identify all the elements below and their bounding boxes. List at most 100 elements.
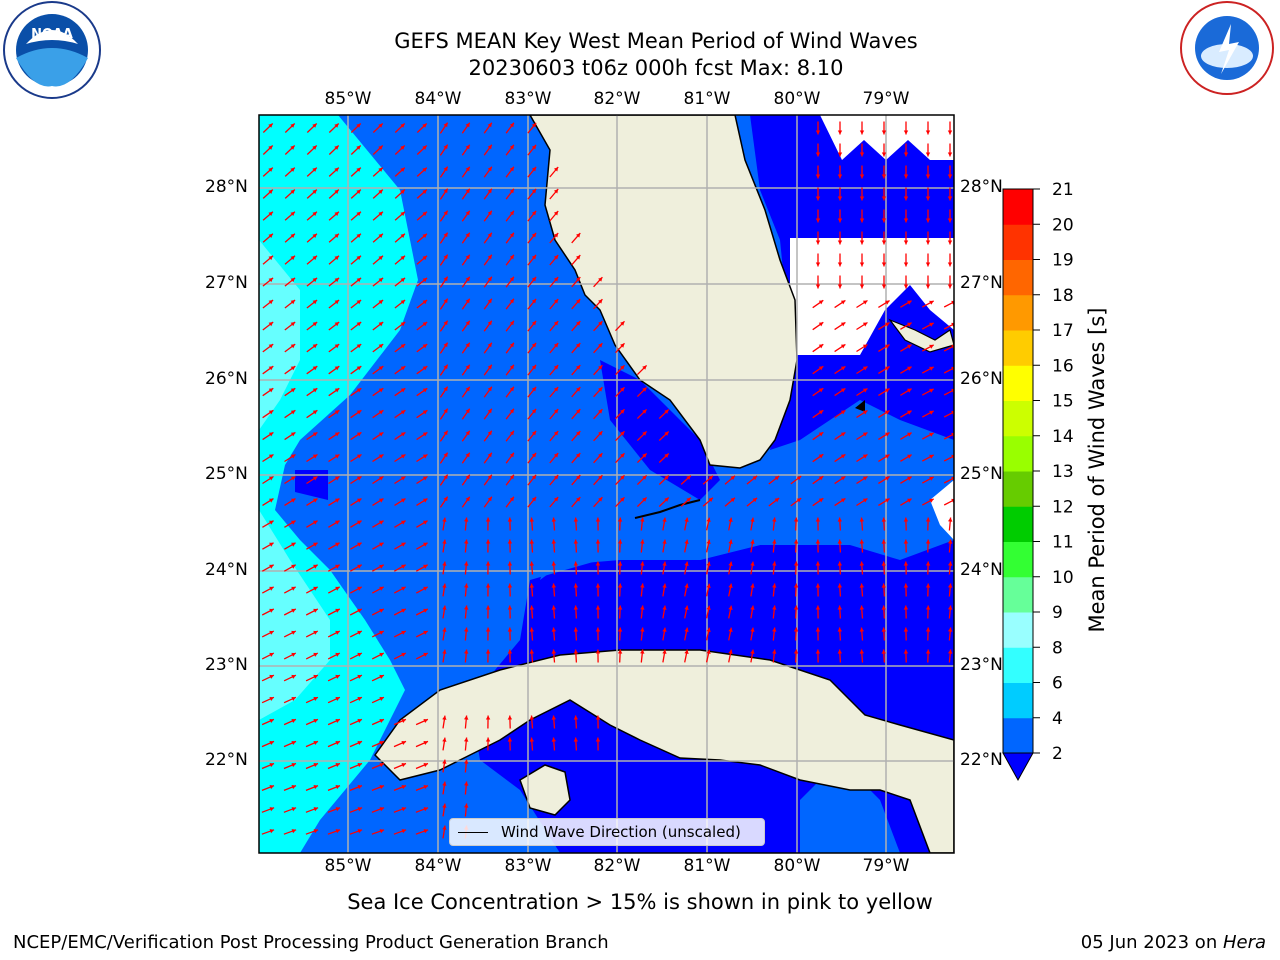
wave-direction-arrowhead bbox=[422, 189, 427, 194]
lat-label-left: 23°N bbox=[205, 655, 248, 675]
wave-direction-arrowhead bbox=[313, 741, 318, 745]
wave-direction-arrowhead bbox=[443, 342, 448, 348]
wave-direction-arrowhead bbox=[576, 497, 581, 502]
wave-direction-arrowhead bbox=[487, 144, 492, 150]
wave-direction-arrowhead bbox=[487, 320, 492, 326]
wave-direction-arrowhead bbox=[378, 277, 384, 283]
wave-direction-arrowhead bbox=[730, 475, 735, 481]
wave-direction-arrowhead bbox=[334, 189, 339, 194]
wave-direction-arrowhead bbox=[509, 452, 514, 458]
wave-direction-arrowhead bbox=[595, 649, 601, 654]
wave-direction-arrowhead bbox=[728, 561, 733, 566]
wave-direction-arrowhead bbox=[617, 539, 623, 544]
wave-direction-arrowhead bbox=[925, 218, 931, 223]
wave-direction-arrowhead bbox=[313, 697, 318, 701]
wave-direction-arrowhead bbox=[423, 520, 428, 525]
wave-direction-arrowhead bbox=[487, 408, 492, 414]
wave-direction-arrowhead bbox=[573, 605, 578, 610]
wave-direction-arrowhead bbox=[334, 366, 340, 371]
wave-direction-arrowhead bbox=[947, 196, 953, 201]
wave-direction-arrowhead bbox=[290, 233, 295, 238]
wave-direction-arrowhead bbox=[291, 520, 296, 525]
wave-direction-arrowhead bbox=[750, 649, 755, 654]
colorbar-label: Mean Period of Wind Waves [s] bbox=[1085, 307, 1109, 633]
wave-direction-arrowhead bbox=[859, 152, 865, 157]
wave-direction-arrowhead bbox=[291, 697, 296, 701]
wave-direction-arrowhead bbox=[400, 167, 405, 172]
wave-direction-arrowhead bbox=[772, 561, 777, 566]
wave-direction-arrowhead bbox=[862, 344, 868, 349]
wave-direction-arrowhead bbox=[881, 517, 886, 522]
lon-label-top: 80°W bbox=[773, 89, 821, 109]
wave-direction-arrowhead bbox=[357, 741, 362, 745]
wave-direction-arrowhead bbox=[423, 719, 428, 723]
wave-direction-arrowhead bbox=[507, 517, 513, 522]
colorbar-tick-label: 15 bbox=[1052, 392, 1074, 412]
wave-direction-arrowhead bbox=[706, 583, 711, 588]
wave-direction-arrowhead bbox=[313, 829, 319, 834]
wave-direction-arrowhead bbox=[573, 627, 578, 632]
wave-direction-arrowhead bbox=[312, 255, 317, 261]
wave-direction-arrowhead bbox=[598, 497, 603, 502]
colorbar-segment bbox=[1003, 365, 1033, 401]
wave-direction-arrowhead bbox=[903, 218, 909, 223]
wave-direction-arrowhead bbox=[509, 496, 514, 502]
footer-date-text: 05 Jun 2023 on bbox=[1080, 932, 1223, 953]
wave-direction-arrowhead bbox=[929, 366, 934, 371]
lon-label-bottom: 82°W bbox=[593, 856, 641, 876]
wave-direction-arrowhead bbox=[662, 517, 667, 522]
wave-direction-arrowhead bbox=[269, 697, 274, 701]
wave-direction-arrowhead bbox=[443, 496, 448, 502]
wave-direction-arrowhead bbox=[313, 807, 319, 812]
wave-direction-arrowhead bbox=[334, 233, 339, 238]
chart-title: GEFS MEAN Key West Mean Period of Wind W… bbox=[394, 29, 918, 53]
wave-direction-arrowhead bbox=[529, 737, 534, 742]
wave-direction-arrowhead bbox=[553, 431, 559, 436]
cuba-landmass bbox=[374, 649, 954, 853]
wave-direction-arrowhead bbox=[334, 255, 339, 261]
wave-direction-arrowhead bbox=[313, 520, 318, 525]
wave-direction-arrowhead bbox=[400, 432, 406, 437]
wave-direction-arrowhead bbox=[837, 583, 842, 588]
wave-direction-arrowhead bbox=[485, 627, 491, 632]
wave-direction-arrowhead bbox=[269, 829, 275, 834]
wave-direction-arrowhead bbox=[862, 498, 868, 503]
wave-direction-arrowhead bbox=[948, 517, 953, 522]
colorbar-segment bbox=[1003, 612, 1033, 648]
wave-direction-arrowhead bbox=[531, 430, 537, 436]
colorbar-segment bbox=[1003, 330, 1033, 366]
wave-direction-arrowhead bbox=[291, 674, 296, 679]
wave-direction-arrowhead bbox=[400, 322, 406, 327]
wave-direction-arrowhead bbox=[378, 145, 383, 150]
wave-direction-arrowhead bbox=[356, 233, 361, 238]
wave-direction-arrowhead bbox=[640, 649, 645, 654]
wave-direction-arrowhead bbox=[706, 517, 711, 522]
wave-direction-arrowhead bbox=[793, 627, 799, 632]
wave-direction-arrowhead bbox=[465, 298, 470, 304]
wave-direction-arrowhead bbox=[815, 174, 821, 179]
wave-direction-arrowhead bbox=[269, 763, 274, 768]
colorbar-tick-label: 9 bbox=[1052, 603, 1063, 623]
wave-direction-arrowhead bbox=[859, 240, 865, 245]
wave-direction-arrowhead bbox=[818, 454, 824, 459]
wave-direction-arrowhead bbox=[487, 122, 492, 128]
wave-direction-arrowhead bbox=[903, 262, 909, 267]
wave-direction-arrowhead bbox=[840, 498, 846, 503]
wave-direction-arrowhead bbox=[929, 388, 934, 393]
wave-direction-arrowhead bbox=[576, 343, 581, 348]
colorbar-tick-label: 6 bbox=[1052, 674, 1063, 694]
wave-direction-arrowhead bbox=[442, 539, 447, 544]
wave-direction-arrowhead bbox=[423, 498, 428, 503]
wave-direction-arrowhead bbox=[443, 452, 448, 458]
wave-direction-arrowhead bbox=[464, 649, 469, 654]
colorbar-segment bbox=[1003, 682, 1033, 719]
wave-direction-arrowhead bbox=[772, 539, 777, 544]
wave-direction-arrowhead bbox=[443, 166, 448, 172]
wave-direction-arrowhead bbox=[620, 453, 625, 458]
wave-direction-arrowhead bbox=[772, 583, 777, 588]
wave-direction-arrowhead bbox=[553, 167, 559, 172]
wave-direction-arrowhead bbox=[423, 763, 428, 768]
wave-direction-arrowhead bbox=[465, 188, 470, 194]
wave-direction-arrowhead bbox=[379, 608, 384, 613]
wave-direction-arrowhead bbox=[662, 583, 667, 588]
